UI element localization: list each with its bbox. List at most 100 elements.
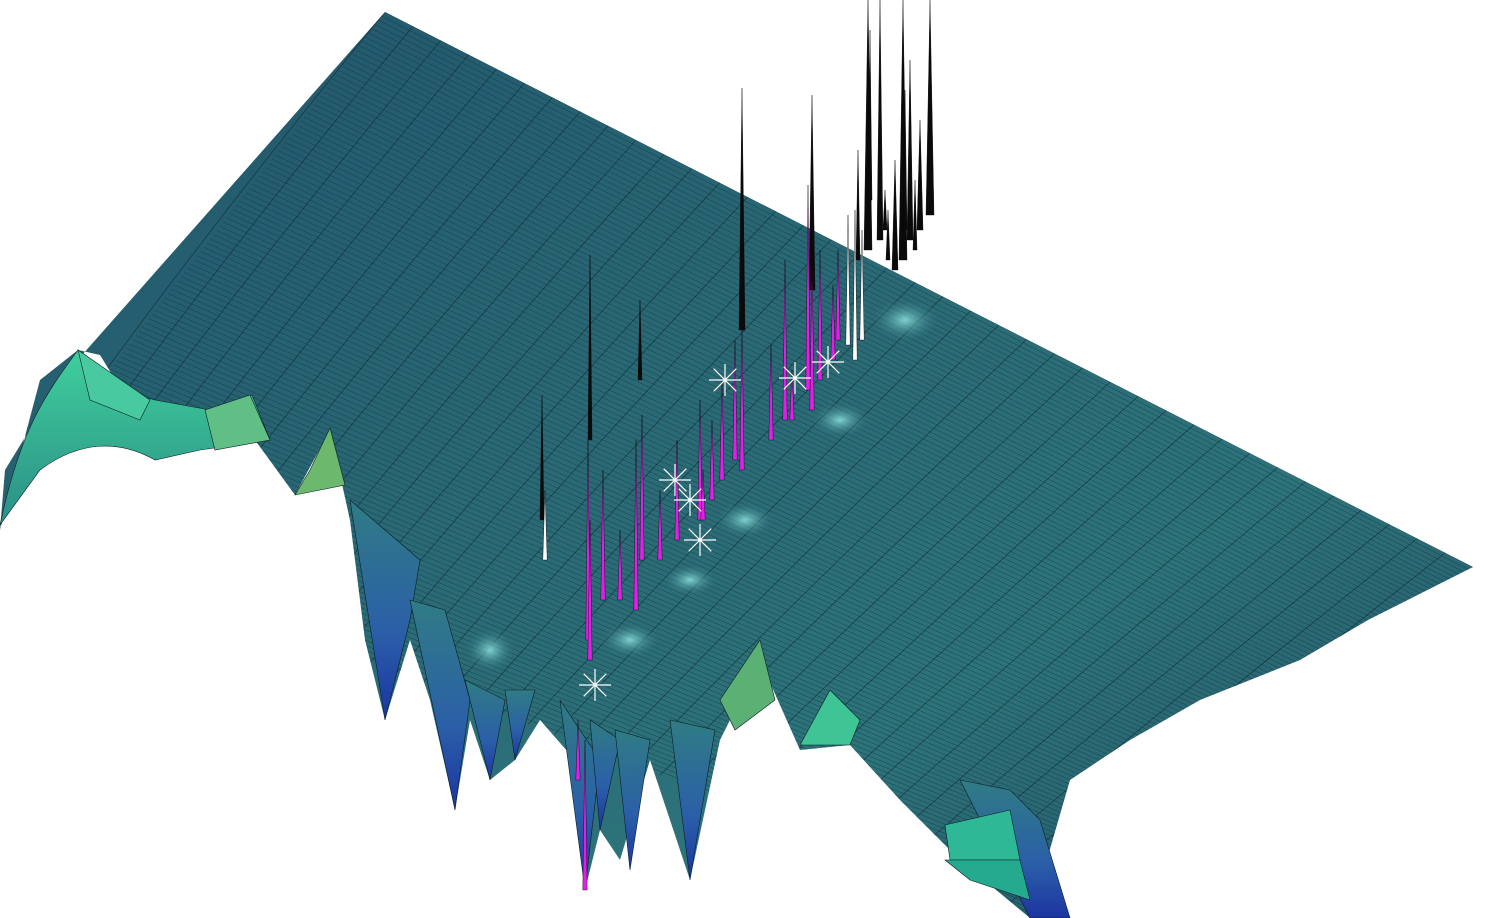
mesh-line	[229, 213, 1296, 709]
black-spike	[885, 209, 891, 261]
mesh-line	[422, 239, 832, 684]
mesh-line	[278, 150, 1352, 665]
mesh-line	[281, 146, 1355, 662]
black-spike	[876, 0, 884, 241]
mesh-line	[190, 263, 1252, 745]
mesh-line	[232, 209, 1300, 706]
black-spike	[855, 149, 861, 261]
mesh-line	[265, 167, 1337, 677]
mesh-line	[103, 377, 1152, 824]
black-spike	[867, 29, 873, 201]
star-marker	[684, 524, 716, 556]
mesh-line	[177, 280, 1237, 757]
black-spike	[925, 0, 935, 216]
mesh-line	[210, 238, 1274, 727]
mesh-line	[245, 192, 1315, 695]
mesh-line	[258, 175, 1329, 683]
mesh-line	[226, 217, 1292, 712]
mesh-line	[297, 125, 1374, 647]
magenta-spike	[617, 529, 623, 601]
magenta-spike	[587, 519, 593, 661]
magenta-spike	[600, 469, 606, 601]
black-spike	[906, 59, 914, 241]
mesh-line	[168, 293, 1226, 765]
mesh-line	[336, 74, 1418, 612]
mesh-line	[633, 353, 1055, 766]
black-spike	[882, 189, 888, 231]
black-spike	[539, 394, 545, 521]
mesh-line	[181, 276, 1241, 754]
mesh-line	[607, 339, 1027, 755]
white-spike	[859, 229, 865, 341]
mesh-line	[323, 91, 1403, 624]
mesh-line	[501, 282, 916, 715]
mesh-line	[384, 12, 1473, 568]
mesh-line	[316, 100, 1396, 630]
mesh-line	[203, 247, 1267, 733]
star-marker	[709, 364, 741, 396]
black-spike	[912, 179, 918, 251]
magenta-spike	[582, 739, 588, 891]
star-marker	[779, 362, 811, 394]
mesh-line	[155, 310, 1211, 777]
mesh-line	[187, 268, 1248, 748]
mesh-line	[320, 95, 1400, 627]
mesh-line	[126, 347, 1178, 804]
mesh-line	[151, 314, 1207, 780]
mesh-line	[274, 154, 1348, 668]
black-spike	[637, 299, 643, 381]
magenta-spike	[719, 379, 725, 481]
magenta-spike	[575, 719, 581, 781]
black-spike	[902, 89, 908, 231]
mesh-line	[326, 87, 1407, 621]
mesh-line	[219, 226, 1285, 718]
white-spikes	[542, 209, 865, 561]
mesh-line	[313, 104, 1392, 633]
magenta-spike	[639, 414, 645, 561]
mesh-line	[200, 251, 1263, 736]
magenta-spike	[789, 369, 795, 421]
magenta-spike	[709, 419, 715, 501]
black-spike	[587, 254, 593, 441]
mesh-line	[897, 495, 1334, 868]
mesh-line	[310, 108, 1389, 636]
star-marker	[579, 669, 611, 701]
mesh-line	[216, 230, 1281, 721]
magenta-spike	[805, 184, 811, 391]
white-spike	[852, 209, 858, 361]
mesh-line	[142, 326, 1196, 789]
mesh-line	[135, 335, 1189, 795]
mesh-line	[197, 255, 1259, 739]
mesh-line	[148, 318, 1204, 783]
magenta-spike	[633, 439, 639, 611]
mesh-line	[271, 158, 1344, 671]
mesh-line	[161, 301, 1218, 771]
magenta-spike	[739, 329, 745, 471]
mesh-line	[96, 385, 1145, 830]
mesh-line	[261, 171, 1333, 680]
magenta-spike	[674, 439, 680, 541]
magenta-spike	[830, 284, 836, 361]
mesh-line	[223, 221, 1289, 715]
black-spike	[916, 119, 924, 231]
star-markers	[579, 346, 844, 701]
mesh-line	[129, 343, 1181, 801]
mesh-line	[132, 339, 1185, 798]
magenta-spikes	[575, 184, 841, 891]
mesh-line	[580, 324, 999, 745]
black-spike	[891, 159, 899, 271]
mesh-line	[194, 259, 1255, 742]
star-marker	[659, 464, 691, 496]
mesh-line	[252, 184, 1322, 689]
mesh-line	[660, 367, 1083, 776]
star-marker	[812, 346, 844, 378]
mesh-line	[249, 188, 1318, 692]
mesh-line	[242, 196, 1311, 698]
mesh-line	[106, 373, 1156, 821]
magenta-spike	[732, 339, 738, 461]
mesh-line	[268, 163, 1340, 674]
mesh-line	[122, 352, 1174, 807]
magenta-spike	[782, 259, 788, 421]
mesh-line	[300, 121, 1377, 644]
